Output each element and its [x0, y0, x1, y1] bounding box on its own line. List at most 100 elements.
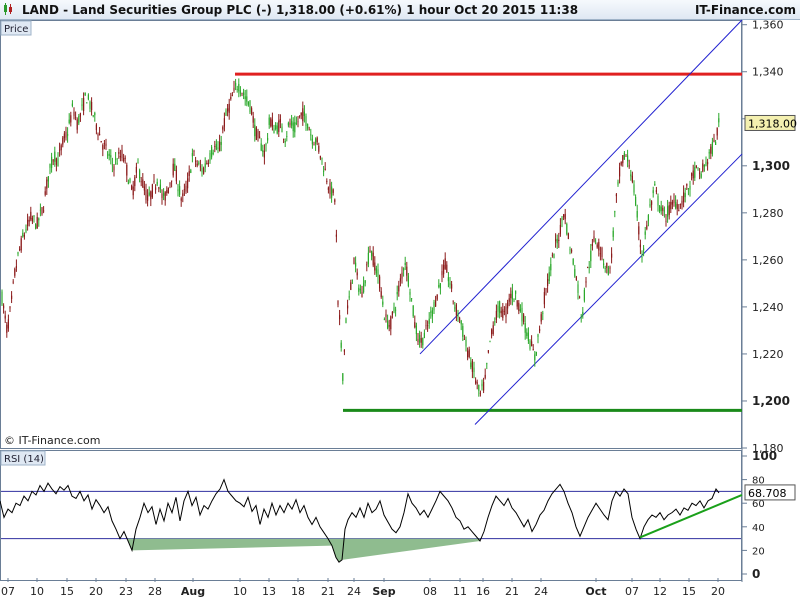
- candle-body: [407, 275, 409, 287]
- candle-body: [81, 104, 83, 106]
- candle-body: [681, 200, 683, 206]
- candle-body: [566, 223, 568, 235]
- candle-body: [123, 158, 125, 161]
- candle-body: [230, 96, 232, 100]
- candle-body: [607, 267, 609, 276]
- candle-body: [523, 314, 525, 322]
- candle-body: [502, 309, 504, 318]
- candle-body: [25, 228, 27, 232]
- candle-body: [159, 184, 161, 190]
- x-tick-label: Oct: [585, 585, 606, 598]
- candle-body: [675, 202, 677, 208]
- candle-body: [439, 283, 441, 289]
- candle-body: [43, 210, 45, 212]
- price-tick-label: 1,280: [752, 207, 784, 220]
- candle-body: [332, 189, 334, 193]
- rsi-tick-label: 0: [752, 567, 760, 581]
- candle-body: [158, 187, 160, 189]
- candle-body: [606, 262, 608, 268]
- candle-body: [630, 174, 632, 177]
- candle-body: [491, 329, 493, 335]
- candle-body: [521, 307, 523, 322]
- candle-body: [396, 292, 398, 295]
- candle-body: [497, 305, 499, 312]
- candle-body: [415, 325, 417, 335]
- candle-body: [30, 211, 32, 220]
- candle-body: [387, 320, 389, 329]
- candle-body: [340, 342, 342, 348]
- candle-body: [175, 170, 177, 182]
- candle-body: [214, 146, 216, 148]
- candle-body: [500, 310, 502, 314]
- candle-body: [76, 119, 78, 130]
- candle-body: [417, 338, 419, 343]
- candle-body: [254, 124, 256, 137]
- candle-body: [411, 298, 413, 300]
- candle-body: [388, 325, 390, 327]
- last-rsi-value: 68.708: [748, 487, 787, 500]
- candle-body: [558, 239, 560, 242]
- candle-body: [31, 217, 33, 222]
- candle-body: [531, 341, 533, 347]
- candle-body: [420, 338, 422, 343]
- candle-body: [238, 83, 240, 92]
- candle-body: [9, 306, 11, 309]
- candle-body: [339, 315, 341, 320]
- candle-body: [710, 146, 712, 154]
- candle-body: [217, 147, 219, 150]
- candle-body: [539, 328, 541, 332]
- rsi-trend-line: [639, 494, 743, 539]
- candle-body: [427, 325, 429, 327]
- candle-body: [350, 282, 352, 290]
- candle-body: [286, 136, 288, 137]
- candle-body: [620, 161, 622, 165]
- candle-body: [556, 238, 558, 244]
- candle-body: [233, 87, 235, 91]
- candle-body: [398, 285, 400, 292]
- x-tick-label: 10: [30, 585, 44, 598]
- candle-body: [321, 157, 323, 159]
- candle-body: [383, 319, 385, 320]
- candle-body: [35, 224, 37, 229]
- candle-body: [185, 185, 187, 192]
- x-tick-label: 21: [505, 585, 519, 598]
- candle-body: [463, 338, 465, 340]
- candle-body: [449, 282, 451, 286]
- candle-body: [38, 218, 40, 221]
- candle-body: [467, 350, 469, 358]
- candle-body: [391, 311, 393, 316]
- candle-body: [694, 167, 696, 178]
- candle-body: [395, 309, 397, 311]
- rsi-panel: [0, 450, 742, 581]
- candle-body: [246, 96, 248, 102]
- candle-body: [543, 292, 545, 305]
- candle-body: [87, 94, 89, 100]
- price-tick-label: 1,260: [752, 254, 784, 267]
- candle-body: [375, 268, 377, 274]
- candle-body: [65, 131, 67, 138]
- candle-body: [284, 140, 286, 143]
- candle-body: [428, 318, 430, 324]
- candle-body: [507, 302, 509, 309]
- candle-body: [580, 316, 582, 318]
- candle-body: [380, 291, 382, 298]
- candle-body: [17, 252, 19, 255]
- candle-body: [499, 301, 501, 313]
- candle-body: [15, 266, 17, 268]
- candle-body: [611, 253, 613, 258]
- candle-body: [207, 162, 209, 165]
- candle-body: [166, 190, 168, 194]
- candle-body: [276, 125, 278, 134]
- candle-body: [715, 142, 717, 145]
- x-tick-label: 24: [347, 585, 361, 598]
- candle-body: [105, 143, 107, 146]
- candle-body: [198, 162, 200, 164]
- candle-body: [651, 201, 653, 205]
- candle-body: [475, 380, 477, 384]
- x-tick-label: 16: [476, 585, 490, 598]
- candle-body: [201, 168, 203, 173]
- candle-body: [155, 187, 157, 190]
- candle-body: [707, 162, 709, 165]
- candle-body: [619, 167, 621, 177]
- candle-body: [262, 150, 264, 152]
